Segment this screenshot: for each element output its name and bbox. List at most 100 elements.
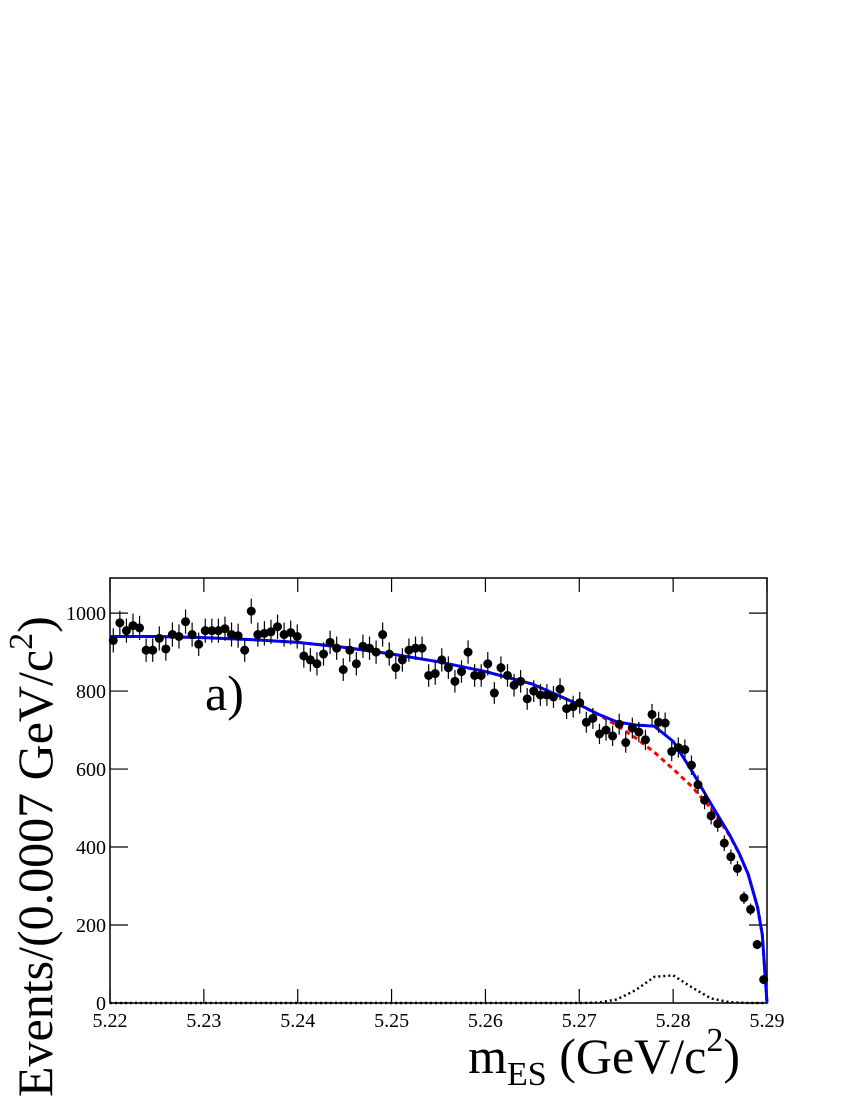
data-point: [588, 713, 598, 723]
data-point: [443, 663, 453, 673]
data-point: [312, 659, 322, 669]
x-label-sub: ES: [507, 1056, 547, 1093]
y-label-text: Events/(0.0007 GeV/c: [7, 650, 63, 1097]
data-point: [581, 717, 591, 727]
data-point: [181, 617, 191, 627]
data-point: [108, 635, 118, 645]
data-point: [200, 626, 210, 636]
data-point: [706, 811, 716, 821]
data-point: [292, 631, 302, 641]
data-point: [240, 645, 250, 655]
data-point: [365, 643, 375, 653]
data-point: [516, 676, 526, 686]
y-tick-label: 200: [76, 915, 106, 937]
data-point: [713, 819, 723, 829]
data-point: [614, 719, 624, 729]
x-label-text: m: [468, 1028, 507, 1084]
data-point: [594, 729, 604, 739]
data-point: [305, 655, 315, 665]
plot-frame: [109, 577, 768, 1004]
data-point: [575, 698, 585, 708]
data-point: [174, 631, 184, 641]
data-point: [483, 659, 493, 669]
data-point: [548, 692, 558, 702]
y-tick-label: 600: [76, 759, 106, 781]
data-point: [161, 644, 171, 654]
data-point: [135, 623, 145, 633]
y-tick-label: 1000: [66, 603, 106, 625]
data-point: [121, 626, 131, 636]
data-point: [154, 633, 164, 643]
data-point: [608, 731, 618, 741]
data-point: [660, 718, 670, 728]
data-point: [207, 626, 217, 636]
data-point: [726, 852, 736, 862]
x-tick-label: 5.25: [374, 1010, 409, 1032]
data-point: [476, 670, 486, 680]
data-point: [456, 667, 466, 677]
fit-curve: [110, 974, 767, 1005]
data-point: [286, 628, 296, 638]
data-point: [391, 663, 401, 673]
data-point: [686, 760, 696, 770]
data-point: [437, 655, 447, 665]
data-point: [417, 643, 427, 653]
data-point: [148, 645, 158, 655]
data-point: [299, 651, 309, 661]
data-point: [522, 694, 532, 704]
x-tick-label: 5.26: [468, 1010, 503, 1032]
data-point: [266, 627, 276, 637]
y-label-sup: 2: [3, 633, 40, 650]
data-point: [489, 688, 499, 698]
x-label-rest: (GeV/c: [547, 1028, 707, 1084]
data-point: [568, 702, 578, 712]
data-point: [509, 680, 519, 690]
data-point: [640, 735, 650, 745]
y-tick-label: 400: [76, 837, 106, 859]
data-point: [397, 655, 407, 665]
data-point: [627, 723, 637, 733]
data-point: [345, 645, 355, 655]
data-point: [141, 645, 151, 655]
data-point: [693, 780, 703, 790]
data-point: [384, 649, 394, 659]
data-point: [463, 647, 473, 657]
data-point: [647, 709, 657, 719]
data-point: [187, 630, 197, 640]
data-point: [502, 670, 512, 680]
data-point: [246, 606, 256, 616]
annotation: a): [205, 665, 244, 721]
x-tick-label: 5.24: [280, 1010, 315, 1032]
data-point: [601, 725, 611, 735]
data-point: [115, 618, 125, 628]
data-point: [194, 639, 204, 649]
data-point: [719, 838, 729, 848]
data-point: [667, 747, 677, 757]
fit-curve: [110, 634, 769, 1004]
y-tick-label: 800: [76, 681, 106, 703]
data-point: [338, 665, 348, 675]
data-point: [680, 745, 690, 755]
data-point: [470, 670, 480, 680]
data-point: [621, 738, 631, 748]
data-point: [535, 690, 545, 700]
data-point: [378, 630, 388, 640]
data-point: [351, 659, 361, 669]
data-point: [273, 622, 283, 632]
data-point: [430, 669, 440, 679]
data-point: [555, 684, 565, 694]
y-axis-label: Events/(0.0007 GeV/c2): [3, 616, 63, 1097]
data-point: [700, 795, 710, 805]
data-point: [220, 624, 230, 634]
data-point: [654, 717, 664, 727]
x-tick-label: 5.28: [656, 1010, 691, 1032]
data-point: [411, 643, 421, 653]
data-point: [496, 663, 506, 673]
y-tick-label: 0: [96, 993, 106, 1015]
data-point: [759, 975, 769, 985]
x-tick-label: 5.23: [186, 1010, 221, 1032]
data-point: [319, 649, 329, 659]
y-label-end: ): [7, 616, 63, 633]
data-point: [634, 727, 644, 737]
